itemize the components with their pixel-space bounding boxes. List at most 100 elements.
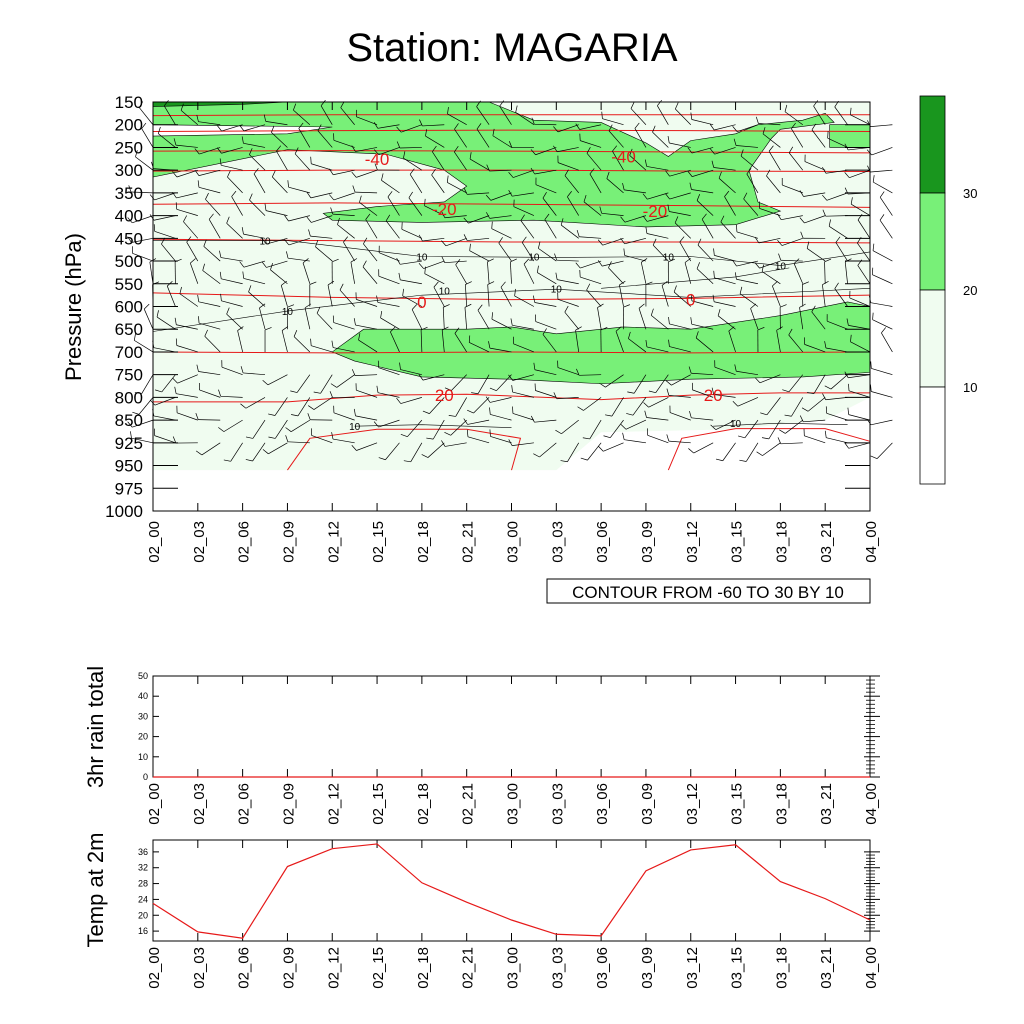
wind-barb-flag bbox=[530, 167, 535, 175]
wind-barb bbox=[243, 233, 266, 239]
wind-barb-flag bbox=[387, 191, 393, 198]
wind-barb-flag bbox=[811, 305, 816, 312]
wind-barb-flag bbox=[398, 272, 401, 280]
wind-barb-flag bbox=[508, 172, 514, 178]
wind-barb bbox=[826, 412, 848, 421]
wind-barb-flag bbox=[175, 202, 178, 210]
wind-barb bbox=[537, 272, 557, 285]
wind-barb bbox=[634, 128, 647, 148]
wind-barb bbox=[736, 370, 759, 376]
wind-barb bbox=[539, 442, 557, 458]
temperature-contour-line bbox=[152, 150, 871, 154]
wind-barb bbox=[561, 419, 579, 435]
temperature-contour-line bbox=[152, 129, 871, 133]
wind-barb bbox=[671, 374, 691, 386]
temperature-contour-label: 0 bbox=[417, 293, 426, 312]
wind-barb bbox=[557, 298, 579, 307]
wind-barb bbox=[768, 151, 781, 171]
wind-barb bbox=[176, 324, 198, 330]
wind-barb bbox=[696, 200, 714, 216]
wind-barb-flag bbox=[835, 236, 841, 243]
wind-barb bbox=[679, 241, 692, 262]
x-tick-label: 03_21 bbox=[818, 783, 835, 825]
wind-barb-flag bbox=[172, 171, 178, 178]
wind-barb-flag bbox=[717, 308, 721, 316]
wind-barb-flag bbox=[441, 240, 447, 247]
wind-barb bbox=[669, 346, 691, 353]
wind-barb bbox=[520, 220, 535, 239]
wind-barb bbox=[624, 255, 647, 262]
wind-barb bbox=[227, 176, 243, 194]
wind-barb-flag bbox=[329, 168, 334, 175]
wind-barb-flag bbox=[466, 429, 469, 437]
pressure-axis: 1502002503003504004505005506006507007508… bbox=[105, 93, 870, 521]
wind-barb-flag bbox=[515, 105, 518, 113]
wind-barb bbox=[290, 419, 311, 433]
wind-barb bbox=[691, 323, 714, 330]
wind-barb-flag bbox=[542, 328, 547, 335]
wind-barb bbox=[422, 374, 445, 381]
x-tick-label: 03_18 bbox=[773, 783, 790, 825]
wind-barb-flag bbox=[755, 116, 759, 124]
wind-barb bbox=[736, 260, 759, 267]
wind-barb-flag bbox=[390, 326, 396, 333]
wind-barb bbox=[340, 107, 355, 125]
wind-barb bbox=[267, 374, 288, 386]
wind-barb-flag bbox=[762, 127, 766, 134]
pressure-tick-label: 500 bbox=[115, 252, 143, 271]
wind-barb bbox=[141, 374, 154, 394]
wind-barb bbox=[249, 199, 266, 216]
wind-barb bbox=[811, 311, 826, 330]
wind-barb bbox=[870, 124, 893, 127]
wind-barb-flag bbox=[813, 100, 819, 107]
wind-barb bbox=[657, 105, 669, 125]
wind-barb-flag bbox=[432, 145, 437, 152]
wind-barb bbox=[713, 394, 736, 398]
wind-barb-flag bbox=[564, 305, 569, 313]
y-tick-label: 10 bbox=[138, 752, 148, 762]
wind-barb-flag bbox=[828, 219, 831, 227]
temperature-contour-line bbox=[667, 428, 871, 471]
wind-barb bbox=[356, 389, 378, 398]
wind-barb-flag bbox=[652, 125, 656, 133]
wind-barb bbox=[803, 192, 826, 197]
wind-barb-flag bbox=[638, 303, 645, 309]
pressure-tick-label: 1000 bbox=[105, 502, 143, 521]
wind-barb bbox=[477, 310, 490, 330]
wind-barb bbox=[605, 374, 624, 388]
wind-barb bbox=[275, 419, 288, 439]
x-tick-label: 02_18 bbox=[415, 783, 432, 825]
wind-barb bbox=[302, 262, 311, 284]
wind-barb-flag bbox=[761, 437, 769, 440]
wind-barb bbox=[544, 219, 557, 239]
wind-barb-flag bbox=[418, 234, 423, 242]
wind-barb-flag bbox=[589, 168, 595, 175]
wind-barb-flag bbox=[538, 241, 541, 249]
wind-barb bbox=[589, 419, 602, 440]
wind-barb-flag bbox=[486, 212, 490, 219]
pressure-tick-label: 750 bbox=[115, 366, 143, 385]
wind-barb bbox=[296, 374, 311, 393]
wind-barb-flag bbox=[666, 388, 670, 396]
wind-barb-flag bbox=[409, 168, 415, 175]
y-tick-label: 36 bbox=[138, 847, 148, 857]
wind-barb bbox=[266, 260, 288, 268]
wind-barb bbox=[304, 307, 311, 330]
x-tick-label: 02_06 bbox=[236, 783, 253, 825]
wind-barb-flag bbox=[376, 295, 379, 303]
temperature-contour-label: 0 bbox=[686, 291, 695, 310]
wind-barb-flag bbox=[249, 193, 253, 201]
wind-barb-flag bbox=[135, 150, 138, 157]
wind-barb-flag bbox=[881, 327, 887, 334]
wind-barb-flag bbox=[777, 239, 783, 246]
temperature-contour-label: -20 bbox=[432, 200, 457, 219]
wind-barb bbox=[758, 237, 781, 244]
wind-barb-flag bbox=[196, 114, 199, 122]
wind-barb bbox=[311, 215, 333, 223]
wind-barb bbox=[601, 212, 624, 216]
humidity-contour-line bbox=[713, 422, 848, 427]
wind-barb-flag bbox=[728, 326, 735, 332]
contour-info-box: CONTOUR FROM -60 TO 30 BY 10 bbox=[546, 578, 871, 604]
wind-barb bbox=[134, 340, 154, 353]
wind-barb-flag bbox=[174, 317, 177, 325]
